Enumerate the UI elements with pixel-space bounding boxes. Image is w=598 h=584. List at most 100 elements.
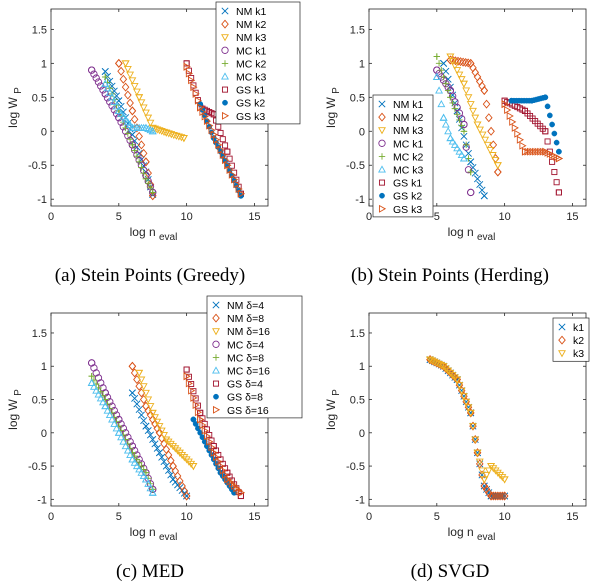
data-point-trail [123,65,132,74]
data-point-trail [146,431,154,439]
y-tick-label: 0 [41,126,47,138]
data-point-trail [192,401,200,410]
data-point-trail [106,398,114,406]
data-point-trail [440,73,447,81]
data-point-trail [126,438,134,446]
data-point-trail [185,373,192,380]
data-point-trail [219,136,226,143]
data-point-trail [457,150,466,159]
data-point-trail [135,405,143,414]
y-tick-label: 1.5 [32,328,47,340]
data-series-group [88,58,246,201]
data-point-trail [494,167,502,177]
data-point-trail [105,410,114,419]
data-point-trail [137,468,146,476]
y-tick-label: 1 [41,58,47,70]
data-point-trail [179,135,188,143]
data-point-trail [103,94,112,102]
y-tick-label: 1 [359,58,365,70]
data-point-trail [501,100,509,109]
data-point-trail [465,155,472,162]
data-point-trail [115,58,123,68]
legend-marker [212,366,220,374]
legend-marker [378,112,386,122]
data-point-trail [457,387,466,395]
data-point-trail [119,74,128,84]
legend-marker [221,7,229,15]
data-point-trail [173,447,182,455]
data-point-trail [448,372,457,380]
data-point-trail [135,131,143,141]
legend-label: MC δ=16 [227,366,270,378]
data-point-trail [478,186,486,194]
data-point-trail [89,382,98,390]
data-point-trail [101,67,109,76]
data-point-trail [123,118,132,126]
data-point-trail [496,471,505,480]
legend-label: NM k1 [236,6,266,18]
data-point-trail [451,105,459,112]
data-point-trail [190,416,197,423]
data-point-trail [555,154,564,163]
data-point-trail [473,175,482,183]
panel-caption: (c) MED [116,561,184,582]
data-point-trail [237,189,246,198]
data-point-trail [473,72,482,82]
data-point-trail [149,435,157,443]
data-point-trail [97,379,105,387]
data-point-trail [461,57,470,67]
data-point-trail [88,359,96,367]
y-axis-label: log W P [324,87,342,128]
data-point-trail [157,427,166,435]
data-point-trail [135,94,144,102]
data-point-trail [469,63,477,73]
data-point-trail [475,76,484,86]
data-point-trail [194,402,201,409]
x-tick-label: 10 [499,511,511,523]
data-point-trail [459,80,468,88]
data-point-trail [453,67,462,75]
data-point-trail [551,130,558,137]
y-axis-label: log W P [6,389,24,430]
x-tick-label: 0 [48,511,54,523]
data-point-trail [480,192,488,200]
data-point-trail [166,440,175,449]
data-point-trail [489,465,498,473]
data-point-trail [121,441,130,450]
data-point-trail [189,463,198,471]
y-tick-label: -1 [355,194,365,206]
data-point-trail [478,467,486,475]
data-point-trail [447,94,454,101]
data-point-trail [139,148,148,158]
data-point-trail [455,71,464,79]
data-point-trail [121,429,130,437]
data-point-trail [542,94,549,101]
data-point-trail [444,127,453,135]
data-point-trail [142,422,150,430]
data-point-trail [164,438,173,446]
data-point-trail [459,154,468,162]
x-tick-label: 10 [499,211,511,223]
data-point-trail [141,475,150,483]
data-point-trail [454,56,462,66]
data-point-trail [224,475,232,484]
data-point-trail [456,57,465,67]
data-point-trail [128,77,137,85]
x-tick-label: 10 [181,211,193,223]
data-point-trail [124,130,132,137]
data-point-trail [446,133,455,142]
data-point [224,148,231,155]
data-point-trail [190,388,197,395]
data-point-trail [442,80,450,87]
data-point-trail [471,436,480,444]
data-point-trail [183,492,191,500]
axes-box [368,8,587,207]
data-point-trail [432,72,441,80]
data-point-trail [94,390,103,398]
data-point-trail [471,169,479,177]
data-point-trail [144,180,152,187]
data-point-trail [185,69,194,78]
data-point-trail [135,465,144,473]
legend-label: NM k3 [393,125,423,137]
data-point-trail [208,443,216,452]
